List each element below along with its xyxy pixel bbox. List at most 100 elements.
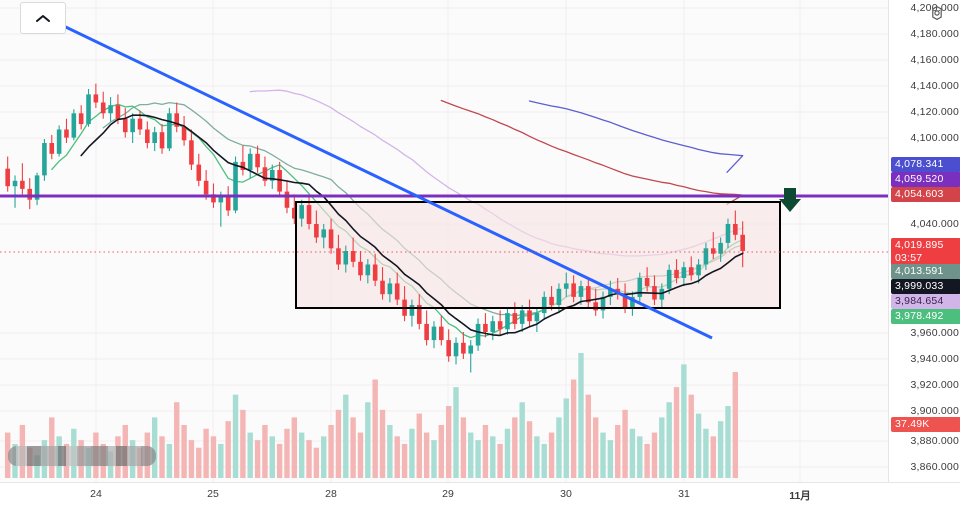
ma-sage-tag[interactable]: 4,013.591 bbox=[891, 264, 960, 279]
candle-body bbox=[468, 345, 474, 354]
volume-bar bbox=[438, 424, 445, 478]
ma-black-tag[interactable]: 3,999.033 bbox=[891, 279, 960, 294]
candle-body bbox=[387, 283, 393, 295]
candle-body bbox=[409, 305, 415, 316]
candle-body bbox=[696, 264, 701, 276]
ma-red-tag[interactable]: 4,054.603 bbox=[891, 187, 960, 202]
watermark-block bbox=[41, 446, 58, 466]
price-chart-pane[interactable] bbox=[0, 0, 888, 482]
price-tick-label: 3,880.000 bbox=[910, 435, 959, 447]
volume-bar bbox=[725, 406, 731, 478]
price-tick-label: 4,100.000 bbox=[910, 132, 959, 144]
watermark-block bbox=[66, 446, 77, 466]
volume-bar bbox=[357, 432, 364, 478]
volume-bar bbox=[482, 424, 489, 478]
candle-body bbox=[292, 207, 297, 219]
candle-body bbox=[56, 129, 62, 154]
price-tick-label: 4,160.000 bbox=[910, 54, 959, 66]
gear-icon bbox=[932, 5, 942, 21]
candle-body bbox=[306, 205, 312, 224]
price-tick-label: 3,920.000 bbox=[910, 379, 959, 391]
candle-body bbox=[358, 261, 363, 276]
down-arrow-marker[interactable] bbox=[779, 188, 801, 212]
price-axis[interactable]: 4,200.000 4,180.000 4,160.000 4,140.000 4,12… bbox=[888, 0, 960, 482]
time-axis[interactable]: 24 25 28 29 30 31 11月 bbox=[0, 482, 960, 508]
candle-body bbox=[196, 164, 202, 181]
volume-bar bbox=[166, 443, 173, 478]
volume-bar bbox=[475, 440, 481, 478]
candle-body bbox=[637, 278, 643, 297]
collapse-pane-button[interactable] bbox=[20, 2, 66, 34]
trend-line-tool[interactable] bbox=[21, 4, 713, 340]
candle-body bbox=[512, 313, 518, 324]
volume-bar bbox=[703, 428, 709, 478]
hline-tag[interactable]: 4,059.520 bbox=[891, 172, 960, 187]
candle-body bbox=[321, 229, 327, 238]
candle-body bbox=[674, 269, 679, 278]
volume-bar bbox=[262, 424, 268, 478]
volume-bar bbox=[673, 387, 680, 478]
ma-blue-tag[interactable]: 4,078.341 bbox=[891, 157, 960, 172]
candle-body bbox=[328, 229, 334, 249]
volume-bar bbox=[335, 409, 342, 478]
last-price-tag[interactable]: 4,019.895 03:57 bbox=[891, 238, 960, 266]
volume-bar bbox=[695, 413, 702, 478]
ma-lilac-tag[interactable]: 3,984.654 bbox=[891, 294, 960, 309]
volume-bar bbox=[298, 432, 305, 478]
volume-bar bbox=[526, 421, 533, 478]
candle-body bbox=[42, 143, 47, 176]
candle-body bbox=[314, 224, 319, 238]
volume-bar bbox=[188, 440, 195, 478]
price-tick-label: 3,900.000 bbox=[910, 405, 959, 417]
volume-bar bbox=[313, 447, 320, 478]
volume-bar bbox=[343, 394, 349, 478]
candle-body bbox=[27, 188, 33, 200]
price-tick-label: 4,180.000 bbox=[910, 28, 959, 40]
candle-body bbox=[394, 283, 400, 300]
candle-body bbox=[262, 167, 268, 181]
candle-body bbox=[5, 168, 10, 187]
candle-body bbox=[718, 242, 723, 254]
candle-body bbox=[461, 342, 466, 354]
candle-body bbox=[688, 267, 694, 276]
candle-body bbox=[78, 113, 84, 125]
volume-bar bbox=[247, 432, 253, 478]
ma-red-line bbox=[440, 99, 744, 205]
volume-bar bbox=[556, 417, 562, 478]
watermark-block bbox=[58, 446, 66, 466]
volume-bar bbox=[453, 387, 459, 478]
candle-body bbox=[710, 248, 716, 254]
volume-bar bbox=[534, 436, 540, 478]
candle-body bbox=[380, 280, 385, 295]
watermark-block bbox=[77, 446, 91, 466]
ma-green-tag[interactable]: 3,978.492 bbox=[891, 309, 960, 324]
candle-body bbox=[122, 118, 128, 133]
volume-bar bbox=[196, 447, 202, 478]
volume-bar bbox=[717, 421, 724, 478]
chevron-up-icon bbox=[36, 14, 50, 22]
time-tick-label: 31 bbox=[678, 488, 690, 500]
candle-body bbox=[659, 288, 665, 300]
volume-bar bbox=[174, 402, 180, 478]
ma-black-line bbox=[80, 114, 744, 337]
rectangle-tool-border[interactable] bbox=[295, 201, 781, 309]
time-tick-label: 29 bbox=[442, 488, 454, 500]
chart-settings-button[interactable] bbox=[928, 4, 946, 22]
volume-bar bbox=[570, 379, 577, 478]
volume-bar bbox=[240, 409, 246, 478]
time-tick-label: 24 bbox=[90, 488, 102, 500]
candle-body bbox=[681, 267, 687, 278]
volume-bar bbox=[210, 436, 217, 478]
volume-bar bbox=[394, 436, 400, 478]
volume-bar bbox=[629, 428, 636, 478]
volume-tag[interactable]: 37.49K bbox=[891, 417, 960, 432]
candle-body bbox=[130, 118, 135, 133]
volume-bar bbox=[541, 443, 547, 478]
candle-body bbox=[247, 153, 253, 170]
candlestick-series bbox=[5, 83, 745, 373]
chart-canvas[interactable] bbox=[0, 0, 888, 482]
volume-bar bbox=[659, 417, 665, 478]
volume-bar bbox=[644, 443, 650, 478]
candle-body bbox=[240, 161, 246, 170]
